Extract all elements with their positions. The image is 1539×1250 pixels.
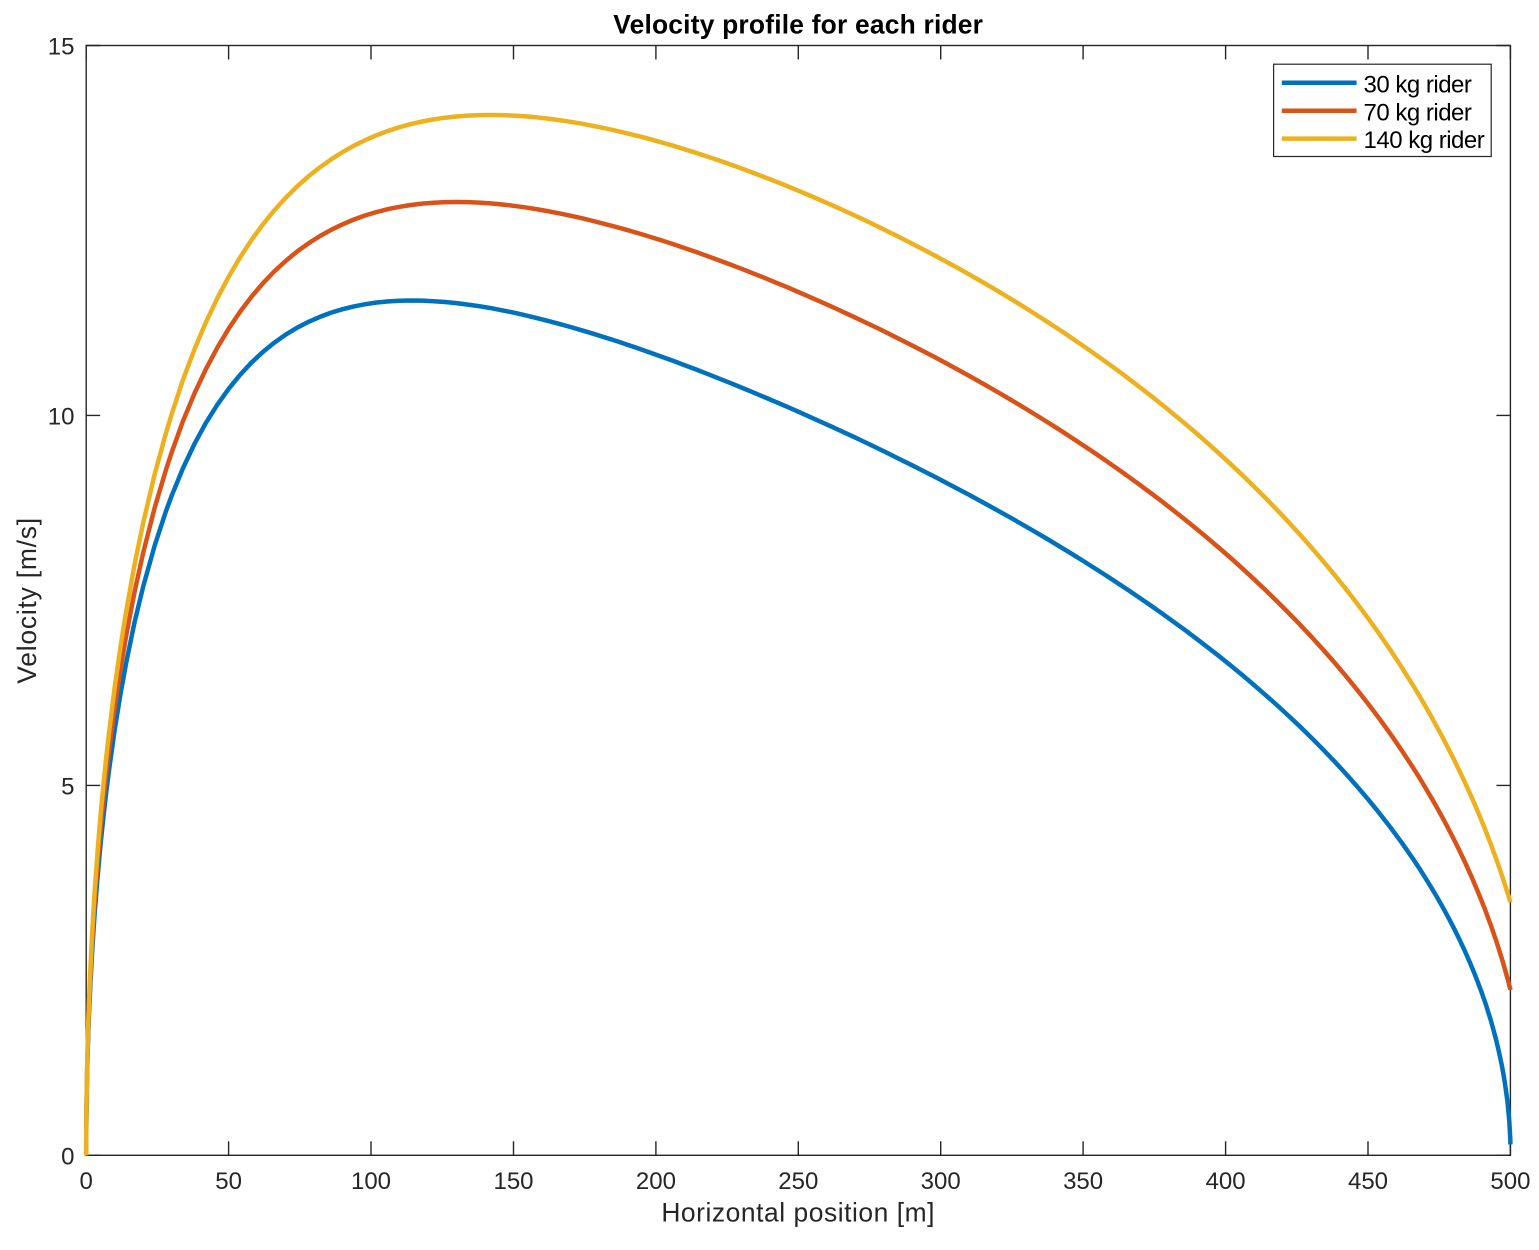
svg-text:300: 300 — [921, 1168, 961, 1195]
svg-text:140 kg rider: 140 kg rider — [1364, 127, 1485, 154]
svg-text:0: 0 — [61, 1143, 74, 1170]
svg-text:Velocity [m/s]: Velocity [m/s] — [12, 517, 42, 684]
svg-text:50: 50 — [215, 1168, 242, 1195]
svg-text:400: 400 — [1206, 1168, 1246, 1195]
svg-text:100: 100 — [351, 1168, 391, 1195]
svg-text:70 kg rider: 70 kg rider — [1364, 99, 1472, 126]
svg-text:500: 500 — [1490, 1168, 1530, 1195]
svg-text:450: 450 — [1348, 1168, 1388, 1195]
svg-text:250: 250 — [778, 1168, 818, 1195]
svg-text:150: 150 — [493, 1168, 533, 1195]
svg-text:Horizontal position [m]: Horizontal position [m] — [661, 1198, 935, 1228]
svg-text:0: 0 — [80, 1168, 93, 1195]
svg-text:350: 350 — [1063, 1168, 1103, 1195]
svg-text:30 kg rider: 30 kg rider — [1364, 71, 1472, 98]
svg-text:10: 10 — [48, 403, 75, 430]
svg-text:5: 5 — [61, 773, 74, 800]
svg-text:Velocity profile for each ride: Velocity profile for each rider — [613, 10, 983, 40]
svg-text:200: 200 — [636, 1168, 676, 1195]
svg-text:15: 15 — [48, 34, 75, 61]
